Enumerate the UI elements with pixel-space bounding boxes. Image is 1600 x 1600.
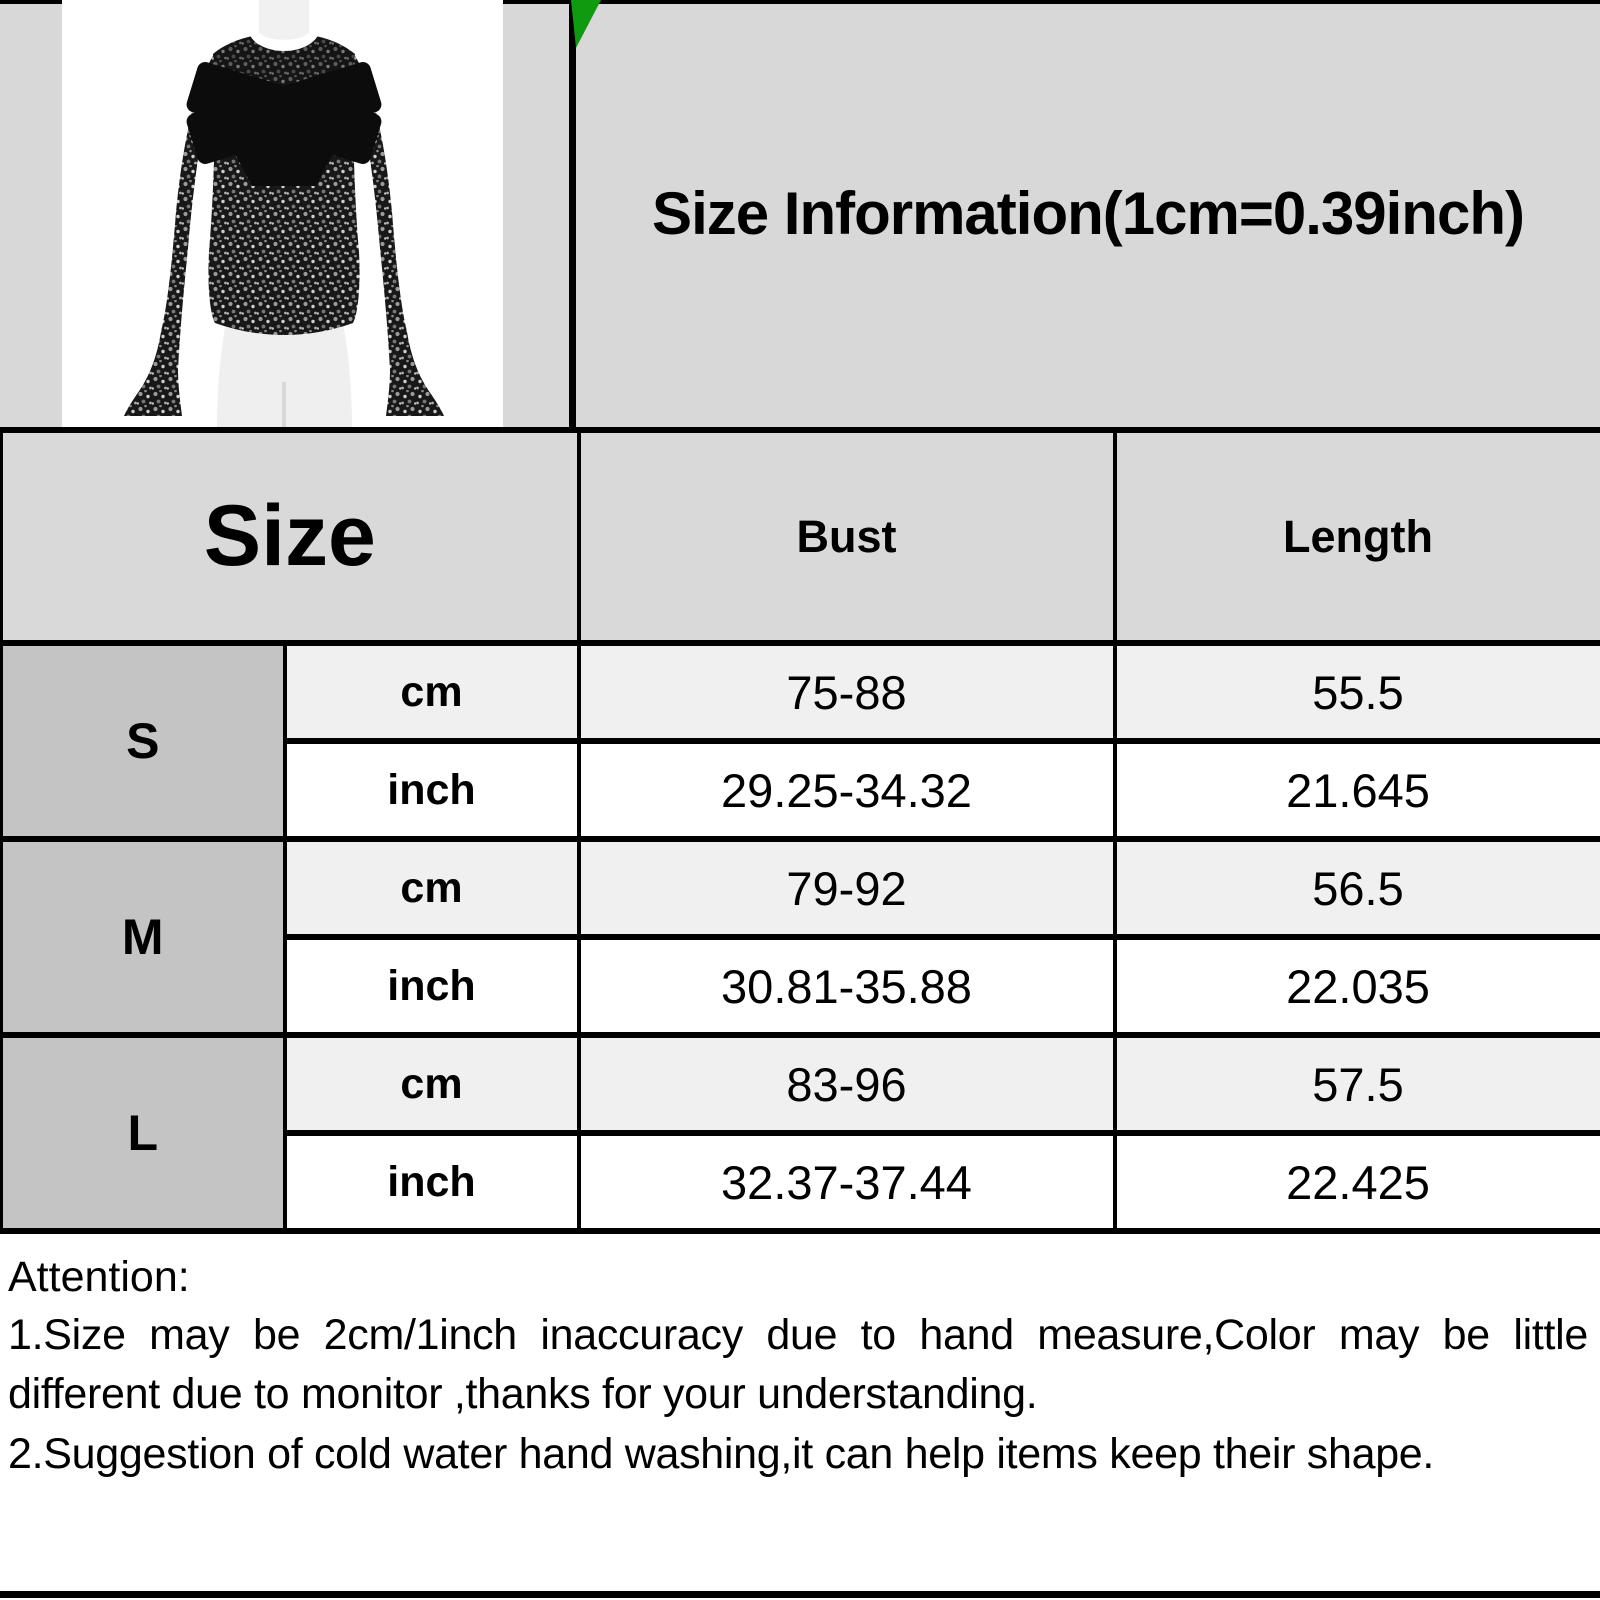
column-header-length: Length (1112, 427, 1600, 646)
size-label-l: L (0, 1032, 287, 1234)
header-panel: Size Information(1cm=0.39inch) (576, 0, 1600, 427)
column-header-size: Size (0, 427, 581, 646)
column-header-bust: Bust (576, 427, 1117, 646)
size-label-m: M (0, 836, 287, 1038)
attention-note1-line1: 1.Size may be 2cm/1inch inaccuracy due t… (8, 1310, 1588, 1359)
unit-label-m-cm: cm (282, 836, 581, 940)
unit-label-m-inch: inch (283, 934, 581, 1038)
bust-value-m-cm: 79-92 (576, 836, 1117, 940)
bust-value-l-inch: 32.37-37.44 (576, 1130, 1117, 1234)
length-value-s-inch: 21.645 (1112, 738, 1600, 842)
bust-value-s-cm: 75-88 (576, 640, 1117, 744)
length-value-m-inch: 22.035 (1112, 934, 1600, 1038)
attention-section: Attention: 1.Size may be 2cm/1inch inacc… (0, 1234, 1600, 1484)
unit-label-s-cm: cm (282, 640, 581, 744)
table-row-l-cm: L cm 83-96 57.5 (0, 1032, 1600, 1234)
table-row-m-cm: M cm 79-92 56.5 (0, 836, 1600, 1038)
unit-label-l-cm: cm (282, 1032, 581, 1136)
unit-label-s-inch: inch (283, 738, 581, 842)
length-value-s-cm: 55.5 (1112, 640, 1600, 744)
lace-top-mannequin-illustration (124, 0, 444, 427)
size-label-s: S (0, 640, 287, 842)
size-table: Size Bust Length S cm 75-88 55.5 inch 29… (0, 427, 1600, 1234)
page-title: Size Information(1cm=0.39inch) (652, 180, 1525, 247)
table-row-m-inch: inch 30.81-35.88 22.035 (2, 934, 1600, 1038)
product-photo (62, 0, 503, 427)
top-border-line (0, 0, 1600, 4)
unit-label-l-inch: inch (283, 1130, 581, 1234)
bust-value-l-cm: 83-96 (576, 1032, 1117, 1136)
table-row-s-cm: S cm 75-88 55.5 (0, 640, 1600, 842)
bottom-border-bar (0, 1591, 1600, 1598)
attention-note1-line2: different due to monitor ,thanks for you… (8, 1370, 1038, 1419)
table-header-row: Size Bust Length (0, 427, 1600, 646)
attention-note2: 2.Suggestion of cold water hand washing,… (8, 1429, 1435, 1478)
table-row-l-inch: inch 32.37-37.44 22.425 (2, 1130, 1600, 1234)
length-value-m-cm: 56.5 (1112, 836, 1600, 940)
vertical-divider (569, 0, 576, 427)
length-value-l-inch: 22.425 (1112, 1130, 1600, 1234)
top-band: Size Information(1cm=0.39inch) (0, 0, 1600, 427)
length-value-l-cm: 57.5 (1112, 1032, 1600, 1136)
table-row-s-inch: inch 29.25-34.32 21.645 (2, 738, 1600, 842)
bust-value-m-inch: 30.81-35.88 (576, 934, 1117, 1038)
green-corner-marker-icon (571, 0, 601, 48)
attention-heading: Attention: (8, 1253, 190, 1301)
bust-value-s-inch: 29.25-34.32 (576, 738, 1117, 842)
